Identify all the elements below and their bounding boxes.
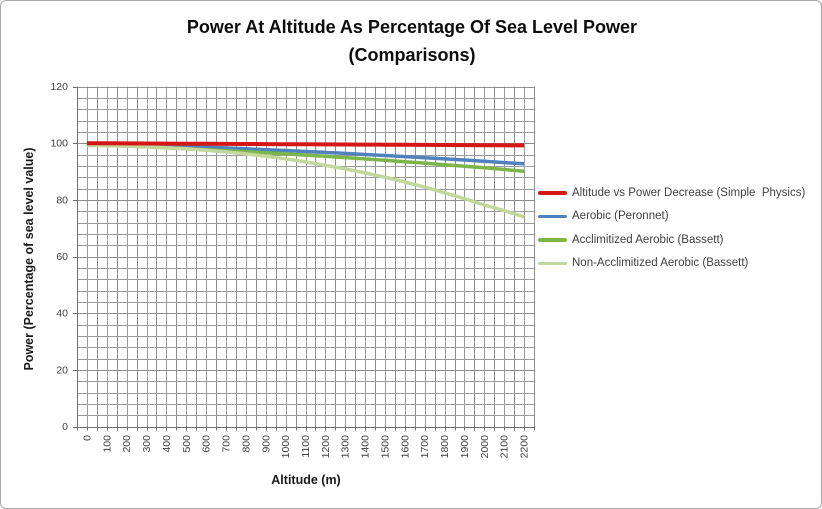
x-tick-label: 400 bbox=[161, 435, 173, 453]
gridlines bbox=[77, 86, 535, 428]
x-tick-label: 1100 bbox=[300, 435, 312, 458]
series-lines bbox=[86, 141, 525, 219]
y-tick-label: 40 bbox=[56, 308, 68, 320]
x-tick-label: 0 bbox=[81, 435, 93, 441]
x-tick-label: 600 bbox=[201, 435, 213, 453]
x-tick-label: 300 bbox=[141, 435, 153, 453]
x-tick-label: 2200 bbox=[519, 435, 531, 459]
legend-swatch-icon bbox=[538, 261, 567, 265]
axes bbox=[73, 86, 535, 431]
y-tick-label: 60 bbox=[56, 251, 68, 263]
legend: Altitude vs Power Decrease (Simple Physi… bbox=[538, 181, 805, 275]
legend-swatch-icon bbox=[538, 214, 567, 218]
x-tick-label: 1900 bbox=[459, 435, 471, 459]
legend-label: Acclimitized Aerobic (Bassett) bbox=[572, 233, 724, 246]
legend-swatch-icon bbox=[538, 238, 567, 242]
x-tick-label: 2000 bbox=[479, 435, 491, 459]
legend-label: Non-Acclimitized Aerobic (Bassett) bbox=[572, 257, 749, 270]
x-tick-label: 500 bbox=[181, 435, 193, 453]
x-tick-label: 2100 bbox=[499, 435, 511, 459]
x-tick-label: 800 bbox=[240, 435, 252, 453]
legend-label: Altitude vs Power Decrease (Simple Physi… bbox=[572, 186, 806, 199]
chart-title: Power At Altitude As Percentage Of Sea L… bbox=[1, 13, 821, 69]
y-tick-label: 100 bbox=[50, 138, 68, 150]
y-tick-label: 20 bbox=[56, 364, 68, 376]
x-tick-label: 200 bbox=[121, 435, 133, 453]
x-tick-label: 1800 bbox=[439, 435, 451, 459]
x-tick-label: 1200 bbox=[320, 435, 332, 459]
y-tick-label: 120 bbox=[50, 81, 68, 93]
x-tick-label: 1600 bbox=[399, 435, 411, 459]
x-tick-label: 700 bbox=[221, 435, 233, 453]
series-line-0 bbox=[86, 141, 525, 148]
legend-item-0: Altitude vs Power Decrease (Simple Physi… bbox=[538, 181, 805, 205]
legend-item-2: Acclimitized Aerobic (Bassett) bbox=[538, 228, 805, 252]
y-tick-label: 80 bbox=[56, 194, 68, 206]
legend-swatch-icon bbox=[538, 191, 567, 195]
x-tick-label: 1700 bbox=[419, 435, 431, 459]
x-tick-label: 900 bbox=[260, 435, 272, 453]
y-tick-label: 0 bbox=[62, 421, 68, 433]
x-tick-label: 1300 bbox=[340, 435, 352, 459]
legend-item-1: Aerobic (Peronnet) bbox=[538, 205, 805, 229]
y-axis-title: Power (Percentage of sea level value) bbox=[22, 147, 36, 371]
x-axis-title: Altitude (m) bbox=[271, 473, 341, 487]
legend-item-3: Non-Acclimitized Aerobic (Bassett) bbox=[538, 252, 805, 276]
x-tick-label: 1000 bbox=[280, 435, 292, 459]
series-line-3 bbox=[86, 143, 525, 219]
x-tick-label: 1500 bbox=[379, 435, 391, 459]
chart-title-line2: (Comparisons) bbox=[348, 45, 476, 65]
x-tick-label: 100 bbox=[101, 435, 113, 453]
legend-label: Aerobic (Peronnet) bbox=[572, 210, 669, 223]
x-tick-label: 1400 bbox=[360, 435, 372, 459]
chart-title-line1: Power At Altitude As Percentage Of Sea L… bbox=[186, 17, 638, 37]
